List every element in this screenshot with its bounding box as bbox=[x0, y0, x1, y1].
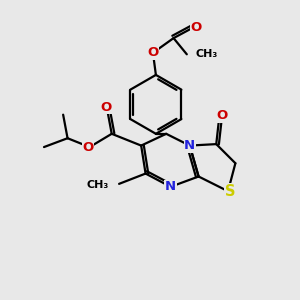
Text: N: N bbox=[165, 180, 176, 193]
Text: O: O bbox=[190, 21, 202, 34]
Text: O: O bbox=[147, 46, 159, 59]
Text: O: O bbox=[100, 101, 112, 114]
Text: O: O bbox=[82, 141, 94, 154]
Text: CH₃: CH₃ bbox=[86, 180, 109, 190]
Text: S: S bbox=[225, 184, 236, 199]
Text: CH₃: CH₃ bbox=[196, 49, 218, 59]
Text: O: O bbox=[217, 109, 228, 122]
Text: N: N bbox=[184, 139, 195, 152]
